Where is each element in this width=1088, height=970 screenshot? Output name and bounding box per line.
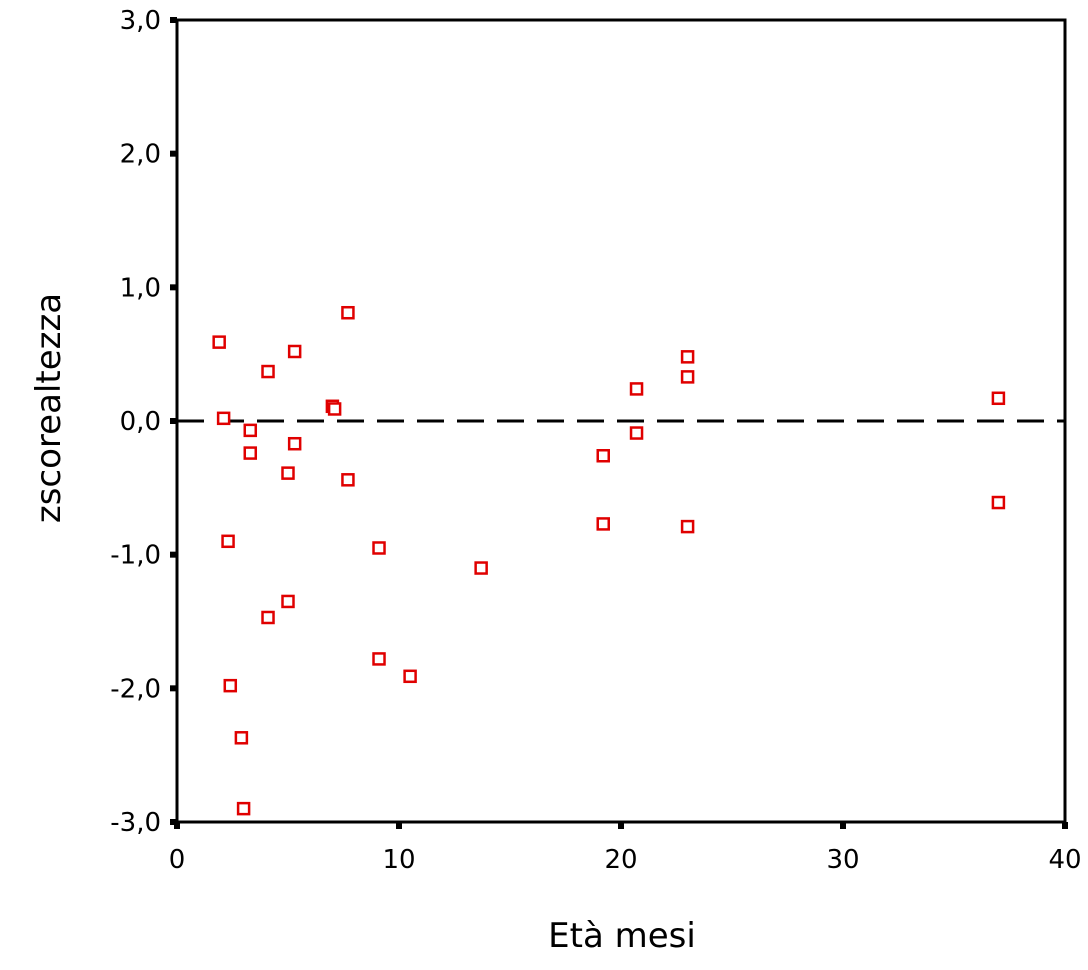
- data-point: [281, 594, 295, 609]
- y-tick-label: 0,0: [120, 407, 161, 437]
- y-tick-label: 3,0: [120, 6, 161, 36]
- x-tick-label: 20: [604, 845, 637, 875]
- data-point: [372, 541, 386, 555]
- x-tick-label: 30: [826, 845, 859, 875]
- data-point: [236, 801, 251, 816]
- data-point: [474, 561, 488, 575]
- y-tick-mark: [170, 418, 177, 424]
- data-point: [680, 370, 695, 384]
- data-point: [287, 436, 302, 451]
- data-point: [372, 652, 386, 666]
- data-point: [212, 335, 226, 349]
- data-point: [243, 423, 258, 438]
- y-tick-mark: [170, 284, 177, 291]
- data-point: [341, 305, 355, 320]
- y-tick-mark: [170, 551, 177, 558]
- data-points: [212, 305, 1006, 816]
- data-point: [261, 610, 275, 625]
- x-tick-label: 40: [1048, 845, 1081, 875]
- x-tick-label: 10: [382, 845, 415, 875]
- x-axis-title: Età mesi: [548, 916, 696, 956]
- x-tick-mark: [618, 822, 624, 829]
- data-point: [287, 344, 302, 359]
- y-tick-label: 1,0: [120, 273, 161, 303]
- data-point: [261, 364, 275, 379]
- data-point: [234, 731, 249, 745]
- x-tick-mark: [396, 822, 402, 829]
- data-point: [341, 473, 355, 487]
- data-point: [403, 669, 417, 684]
- data-point: [327, 402, 342, 416]
- y-tick-label: -1,0: [110, 541, 161, 571]
- data-point: [629, 382, 644, 396]
- data-point: [223, 678, 238, 693]
- x-tick-mark: [174, 822, 180, 829]
- x-tick-label: 0: [169, 845, 186, 875]
- x-tick-mark: [1062, 822, 1068, 829]
- y-axis: 3,0 2,0 1,0 0,0 -1,0 -2,0 -3,0: [110, 6, 177, 838]
- x-tick-mark: [840, 822, 846, 829]
- data-point: [991, 391, 1006, 406]
- y-tick-mark: [170, 17, 177, 23]
- data-point: [216, 411, 231, 426]
- y-tick-label: 2,0: [120, 140, 161, 170]
- data-point: [629, 426, 644, 440]
- data-point: [221, 534, 235, 549]
- y-tick-label: -2,0: [110, 674, 161, 704]
- data-point: [991, 495, 1006, 510]
- data-point: [680, 350, 695, 364]
- data-point: [243, 446, 258, 460]
- x-axis: 0 10 20 30 40: [169, 822, 1082, 875]
- data-point: [281, 466, 295, 480]
- y-tick-mark: [170, 150, 177, 157]
- y-tick-label: -3,0: [110, 808, 161, 838]
- y-axis-title: zscorealtezza: [29, 293, 69, 523]
- y-tick-mark: [170, 819, 177, 825]
- data-point: [596, 517, 610, 531]
- data-point: [596, 449, 610, 463]
- y-tick-mark: [170, 685, 177, 692]
- data-point: [680, 519, 695, 534]
